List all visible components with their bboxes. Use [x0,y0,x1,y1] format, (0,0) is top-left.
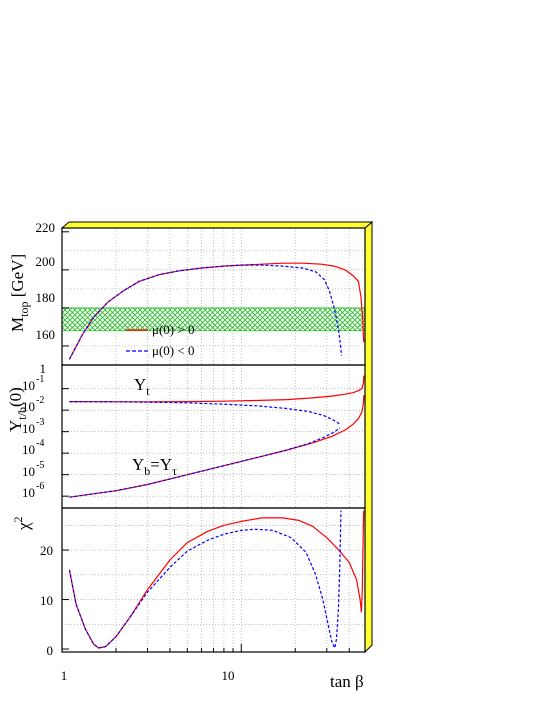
chi2-y-label: χ2 [11,516,33,531]
yuk-tick-label-1: 1 [40,361,47,376]
svg-text:10: 10 [22,378,35,393]
svg-text:-3: -3 [36,417,44,428]
svg-text:10: 10 [22,485,35,500]
svg-text:-5: -5 [36,460,44,471]
mtop-curve-mu-neg [68,264,343,360]
x-tick-label-1: 1 [61,668,68,683]
legend-label-mu-pos: μ(0) > 0 [152,322,194,337]
annotation-yt: Yt [134,375,150,398]
chi2-curve-mu-pos [68,510,365,649]
yuk-tick-label-1e-1: 10 -1 [22,374,44,393]
chi2-curve-mu-neg [68,510,342,649]
curve-layer [68,262,365,649]
svg-text:-1: -1 [36,374,44,385]
mtop-tick-label-200: 200 [36,254,56,269]
svg-text:10: 10 [22,464,35,479]
mtop-y-label: Mtop [GeV] [8,254,31,332]
top-wall-3d [60,221,374,229]
yuk-tick-label-1e-2: 10 -2 [22,395,44,414]
chi2-tick-label-0: 0 [47,643,54,658]
x-tick-label-10: 10 [222,668,235,683]
mtop-tick-label-220: 220 [36,220,56,235]
mtop-band-hatch [62,307,365,331]
svg-text:-6: -6 [36,481,44,492]
yuk-tick-label-1e-3: 10 -3 [22,417,44,436]
yt-curve-mu-neg [69,401,341,425]
legend-label-mu-neg: μ(0) < 0 [152,343,194,358]
yuk-tick-label-1e-4: 10 -4 [22,438,44,457]
svg-text:10: 10 [22,399,35,414]
svg-text:10: 10 [22,442,35,457]
chi2-tick-label-10: 10 [40,593,53,608]
yb-curve-mu-neg [69,427,341,498]
tick-layer [61,231,350,652]
yukawa-y-label: Yt/b(0) [6,387,29,432]
svg-text:10: 10 [22,421,35,436]
panel-frame-mtop [61,227,366,366]
x-axis-label: tan β [330,672,364,691]
side-wall-3d [364,220,373,654]
yuk-tick-label-1e-5: 10 -5 [22,460,44,479]
band-layer [62,307,365,332]
chi2-tick-label-20: 20 [40,543,53,558]
yt-curve-mu-pos [69,375,365,403]
mtop-tick-label-160: 160 [36,327,56,342]
yuk-tick-label-1e-6: 10 -6 [22,481,44,500]
svg-text:-4: -4 [36,438,44,449]
annotation-yb-eq-ytau: Yb=Yτ [132,455,177,478]
mtop-tick-label-180: 180 [36,290,56,305]
svg-text:-2: -2 [36,395,44,406]
